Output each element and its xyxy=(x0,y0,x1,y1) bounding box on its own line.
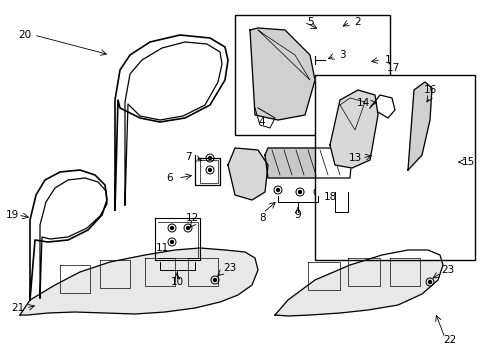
Text: 18: 18 xyxy=(323,192,336,202)
Circle shape xyxy=(208,168,211,171)
Circle shape xyxy=(266,71,269,73)
Text: 20: 20 xyxy=(19,30,32,40)
Text: 3: 3 xyxy=(338,50,345,60)
Text: 21: 21 xyxy=(11,303,24,313)
Text: 14: 14 xyxy=(356,98,369,108)
Circle shape xyxy=(208,157,211,159)
Text: 8: 8 xyxy=(259,213,266,223)
Text: 13: 13 xyxy=(347,153,361,163)
Polygon shape xyxy=(407,82,431,170)
Circle shape xyxy=(316,28,319,32)
Bar xyxy=(314,75,474,260)
Polygon shape xyxy=(274,250,442,316)
Polygon shape xyxy=(249,28,314,120)
Circle shape xyxy=(458,163,461,166)
Text: 22: 22 xyxy=(443,335,456,345)
Text: 10: 10 xyxy=(170,277,183,287)
Polygon shape xyxy=(329,90,377,168)
Text: 7: 7 xyxy=(184,152,191,162)
Circle shape xyxy=(373,102,376,104)
Polygon shape xyxy=(264,148,351,178)
Circle shape xyxy=(186,226,189,230)
Text: 17: 17 xyxy=(386,63,399,73)
Circle shape xyxy=(338,27,341,30)
Text: 6: 6 xyxy=(166,173,173,183)
Text: 1: 1 xyxy=(384,55,390,65)
Polygon shape xyxy=(20,248,258,315)
Circle shape xyxy=(170,240,173,243)
Circle shape xyxy=(338,207,341,210)
Bar xyxy=(235,15,389,135)
Circle shape xyxy=(338,194,341,197)
Text: 5: 5 xyxy=(306,17,313,27)
Circle shape xyxy=(298,190,301,194)
Circle shape xyxy=(427,280,430,284)
Text: 2: 2 xyxy=(354,17,361,27)
Circle shape xyxy=(276,189,279,192)
Circle shape xyxy=(170,226,173,230)
Text: 15: 15 xyxy=(461,157,474,167)
Text: 12: 12 xyxy=(185,213,198,223)
Circle shape xyxy=(213,279,216,282)
Text: 11: 11 xyxy=(155,243,168,253)
Polygon shape xyxy=(227,148,267,200)
Text: 16: 16 xyxy=(423,85,436,95)
Text: 9: 9 xyxy=(294,210,301,220)
Text: 19: 19 xyxy=(5,210,19,220)
Text: 4: 4 xyxy=(258,117,265,127)
Text: 23: 23 xyxy=(223,263,236,273)
Circle shape xyxy=(316,190,319,194)
Text: 23: 23 xyxy=(441,265,454,275)
